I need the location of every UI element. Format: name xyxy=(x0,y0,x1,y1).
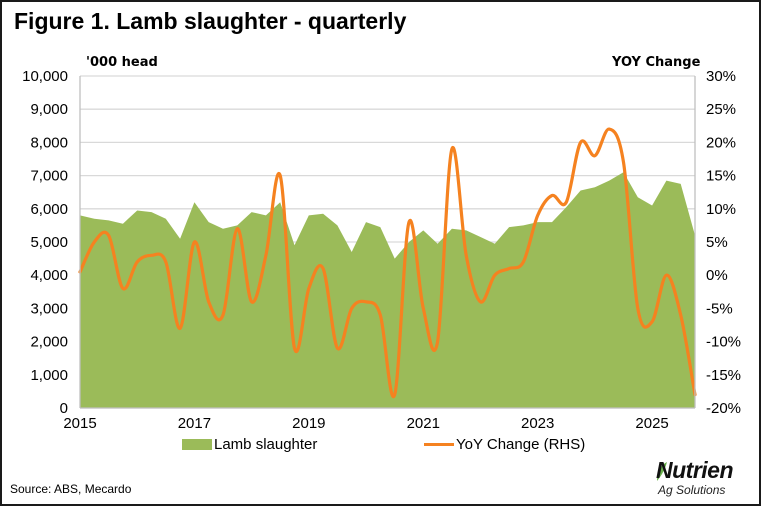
x-axis-tick-label: 2023 xyxy=(521,415,554,432)
left-axis-tick-label: 0 xyxy=(60,400,68,417)
legend-item-lamb-slaughter: Lamb slaughter xyxy=(182,436,317,453)
left-axis-tick-label: 6,000 xyxy=(30,201,68,218)
logo-tagline: Ag Solutions xyxy=(658,483,726,497)
x-axis-ticks: 2015 2017 2019 2021 2023 2025 xyxy=(63,415,668,432)
line-yoy-change xyxy=(78,127,697,399)
left-axis-tick-label: 5,000 xyxy=(30,234,68,251)
x-axis-tick-label: 2019 xyxy=(292,415,325,432)
logo-wordmark: Nutrien xyxy=(656,457,734,483)
area-lamb-slaughter xyxy=(80,172,695,408)
x-axis-tick-label: 2015 xyxy=(63,415,96,432)
right-axis-tick-label: 10% xyxy=(706,201,736,218)
left-axis-tick-label: 9,000 xyxy=(30,101,68,118)
chart-title: Figure 1. Lamb slaughter - quarterly xyxy=(14,8,407,34)
legend-swatch-area xyxy=(182,439,212,450)
area-series xyxy=(80,172,695,408)
left-axis-tick-label: 4,000 xyxy=(30,267,68,284)
legend-label: YoY Change (RHS) xyxy=(456,436,586,453)
leaf-icon xyxy=(657,462,667,481)
nutrien-logo: Nutrien Ag Solutions xyxy=(656,457,756,503)
right-axis-tick-label: -10% xyxy=(706,334,741,351)
x-axis-tick-label: 2025 xyxy=(635,415,668,432)
line-series xyxy=(78,127,697,399)
left-axis-tick-label: 3,000 xyxy=(30,300,68,317)
legend-swatch-line xyxy=(424,443,454,446)
legend-item-yoy-change: YoY Change (RHS) xyxy=(424,436,585,453)
right-axis-tick-label: 20% xyxy=(706,134,736,151)
left-axis-tick-label: 2,000 xyxy=(30,334,68,351)
x-axis-tick-label: 2021 xyxy=(407,415,440,432)
right-axis-ticks: -20% -15% -10% -5% 0% 5% 10% 15% 20% 25% 30% xyxy=(706,68,741,417)
left-axis-tick-label: 1,000 xyxy=(30,367,68,384)
legend: Lamb slaughter YoY Change (RHS) xyxy=(0,436,761,456)
source-note: Source: ABS, Mecardo xyxy=(10,482,132,496)
right-axis-tick-label: 0% xyxy=(706,267,728,284)
axes xyxy=(79,76,696,409)
right-axis-tick-label: 30% xyxy=(706,68,736,85)
left-axis-ticks: 0 1,000 2,000 3,000 4,000 5,000 6,000 7,000 8,00… xyxy=(22,68,68,417)
right-axis-tick-label: -20% xyxy=(706,400,741,417)
right-axis-tick-label: 5% xyxy=(706,234,728,251)
right-axis-tick-label: 15% xyxy=(706,168,736,185)
left-axis-tick-label: 10,000 xyxy=(22,68,68,85)
legend-label: Lamb slaughter xyxy=(214,436,318,453)
right-axis-unit-label: YOY Change xyxy=(612,55,701,70)
right-axis-tick-label: -5% xyxy=(706,300,733,317)
left-axis-unit-label: '000 head xyxy=(86,55,158,70)
x-axis-tick-label: 2017 xyxy=(178,415,211,432)
left-axis-tick-label: 7,000 xyxy=(30,168,68,185)
right-axis-tick-label: -15% xyxy=(706,367,741,384)
right-axis-tick-label: 25% xyxy=(706,101,736,118)
left-axis-tick-label: 8,000 xyxy=(30,134,68,151)
